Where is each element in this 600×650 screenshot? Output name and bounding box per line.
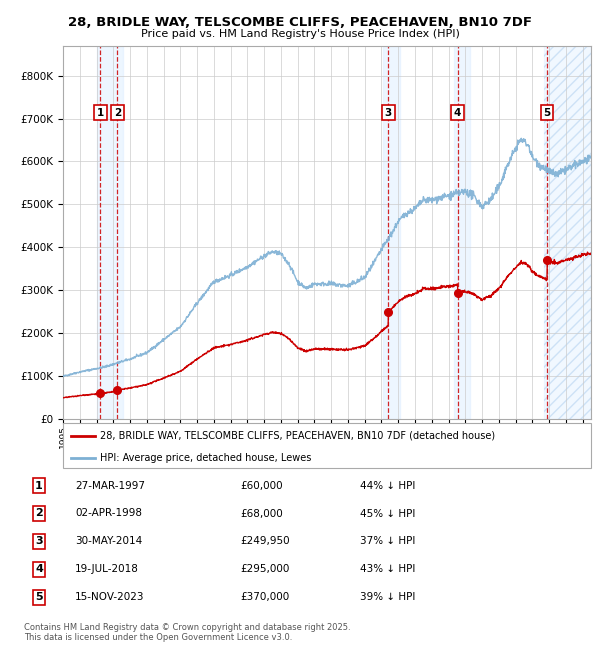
- Text: 27-MAR-1997: 27-MAR-1997: [75, 480, 145, 491]
- Bar: [383, 46, 400, 419]
- Text: £295,000: £295,000: [240, 564, 289, 575]
- Text: Price paid vs. HM Land Registry's House Price Index (HPI): Price paid vs. HM Land Registry's House …: [140, 29, 460, 39]
- Text: Contains HM Land Registry data © Crown copyright and database right 2025.
This d: Contains HM Land Registry data © Crown c…: [24, 623, 350, 642]
- Text: 39% ↓ HPI: 39% ↓ HPI: [360, 592, 415, 603]
- Text: 28, BRIDLE WAY, TELSCOMBE CLIFFS, PEACEHAVEN, BN10 7DF (detached house): 28, BRIDLE WAY, TELSCOMBE CLIFFS, PEACEH…: [100, 430, 495, 441]
- Text: 44% ↓ HPI: 44% ↓ HPI: [360, 480, 415, 491]
- Text: 1: 1: [35, 480, 43, 491]
- Text: 4: 4: [35, 564, 43, 575]
- Text: £68,000: £68,000: [240, 508, 283, 519]
- Text: 28, BRIDLE WAY, TELSCOMBE CLIFFS, PEACEHAVEN, BN10 7DF: 28, BRIDLE WAY, TELSCOMBE CLIFFS, PEACEH…: [68, 16, 532, 29]
- Text: 43% ↓ HPI: 43% ↓ HPI: [360, 564, 415, 575]
- Text: 30-MAY-2014: 30-MAY-2014: [75, 536, 142, 547]
- Text: 15-NOV-2023: 15-NOV-2023: [75, 592, 145, 603]
- Text: 1: 1: [97, 108, 104, 118]
- Bar: [544, 46, 591, 419]
- Text: £60,000: £60,000: [240, 480, 283, 491]
- Text: 5: 5: [35, 592, 43, 603]
- Text: 37% ↓ HPI: 37% ↓ HPI: [360, 536, 415, 547]
- Text: 2: 2: [114, 108, 121, 118]
- Text: HPI: Average price, detached house, Lewes: HPI: Average price, detached house, Lewe…: [100, 452, 311, 463]
- Text: 5: 5: [544, 108, 551, 118]
- Text: 02-APR-1998: 02-APR-1998: [75, 508, 142, 519]
- Text: 45% ↓ HPI: 45% ↓ HPI: [360, 508, 415, 519]
- Text: 4: 4: [454, 108, 461, 118]
- Text: 3: 3: [35, 536, 43, 547]
- Bar: [454, 46, 470, 419]
- Bar: [97, 46, 124, 419]
- Bar: [544, 46, 591, 419]
- Text: 3: 3: [385, 108, 392, 118]
- Text: £249,950: £249,950: [240, 536, 290, 547]
- Text: 19-JUL-2018: 19-JUL-2018: [75, 564, 139, 575]
- Text: £370,000: £370,000: [240, 592, 289, 603]
- Text: 2: 2: [35, 508, 43, 519]
